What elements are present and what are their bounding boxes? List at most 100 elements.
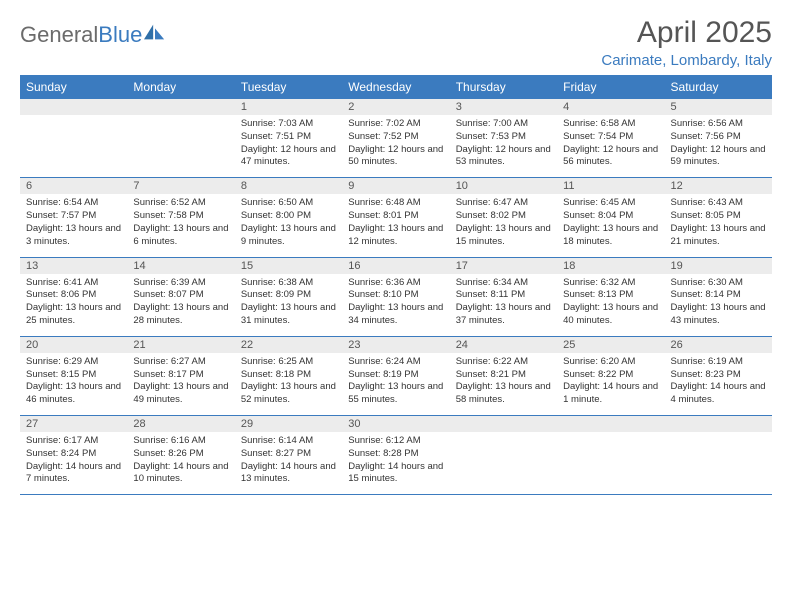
calendar-cell: 8Sunrise: 6:50 AMSunset: 8:00 PMDaylight… [235, 178, 342, 257]
calendar-cell: 19Sunrise: 6:30 AMSunset: 8:14 PMDayligh… [665, 257, 772, 336]
day-content: Sunrise: 6:48 AMSunset: 8:01 PMDaylight:… [342, 194, 449, 256]
title-block: April 2025 Carimate, Lombardy, Italy [601, 16, 772, 69]
day-number: 5 [665, 99, 772, 115]
calendar-cell: 22Sunrise: 6:25 AMSunset: 8:18 PMDayligh… [235, 336, 342, 415]
day-content: Sunrise: 6:34 AMSunset: 8:11 PMDaylight:… [450, 274, 557, 336]
day-content: Sunrise: 6:22 AMSunset: 8:21 PMDaylight:… [450, 353, 557, 415]
day-content: Sunrise: 6:17 AMSunset: 8:24 PMDaylight:… [20, 432, 127, 494]
day-content: Sunrise: 6:38 AMSunset: 8:09 PMDaylight:… [235, 274, 342, 336]
calendar-body: 1Sunrise: 7:03 AMSunset: 7:51 PMDaylight… [20, 99, 772, 495]
logo: GeneralBlue [20, 22, 166, 48]
day-number: 29 [235, 416, 342, 432]
day-content: Sunrise: 7:02 AMSunset: 7:52 PMDaylight:… [342, 115, 449, 177]
calendar-week: 1Sunrise: 7:03 AMSunset: 7:51 PMDaylight… [20, 99, 772, 178]
calendar-cell: 2Sunrise: 7:02 AMSunset: 7:52 PMDaylight… [342, 99, 449, 178]
day-content: Sunrise: 6:58 AMSunset: 7:54 PMDaylight:… [557, 115, 664, 177]
calendar-cell: 18Sunrise: 6:32 AMSunset: 8:13 PMDayligh… [557, 257, 664, 336]
calendar-cell: 23Sunrise: 6:24 AMSunset: 8:19 PMDayligh… [342, 336, 449, 415]
day-content: Sunrise: 6:39 AMSunset: 8:07 PMDaylight:… [127, 274, 234, 336]
calendar-cell: 17Sunrise: 6:34 AMSunset: 8:11 PMDayligh… [450, 257, 557, 336]
month-title: April 2025 [601, 16, 772, 50]
calendar-cell [20, 99, 127, 178]
day-number: 1 [235, 99, 342, 115]
day-content-empty [127, 115, 234, 164]
calendar-cell [557, 416, 664, 495]
day-number: 10 [450, 178, 557, 194]
day-number: 23 [342, 337, 449, 353]
day-number: 28 [127, 416, 234, 432]
logo-word2: Blue [98, 22, 142, 47]
header: GeneralBlue April 2025 Carimate, Lombard… [20, 16, 772, 69]
day-content: Sunrise: 7:00 AMSunset: 7:53 PMDaylight:… [450, 115, 557, 177]
day-content-empty [20, 115, 127, 164]
calendar-cell: 21Sunrise: 6:27 AMSunset: 8:17 PMDayligh… [127, 336, 234, 415]
logo-text: GeneralBlue [20, 22, 142, 48]
day-number: 13 [20, 258, 127, 274]
day-content-empty [557, 432, 664, 481]
day-number: 18 [557, 258, 664, 274]
day-content: Sunrise: 6:25 AMSunset: 8:18 PMDaylight:… [235, 353, 342, 415]
calendar-cell: 5Sunrise: 6:56 AMSunset: 7:56 PMDaylight… [665, 99, 772, 178]
weekday-header: Tuesday [235, 75, 342, 99]
calendar-cell: 25Sunrise: 6:20 AMSunset: 8:22 PMDayligh… [557, 336, 664, 415]
day-number: 6 [20, 178, 127, 194]
calendar-cell: 3Sunrise: 7:00 AMSunset: 7:53 PMDaylight… [450, 99, 557, 178]
day-number: 7 [127, 178, 234, 194]
day-content: Sunrise: 6:12 AMSunset: 8:28 PMDaylight:… [342, 432, 449, 494]
logo-word1: General [20, 22, 98, 47]
calendar-cell: 27Sunrise: 6:17 AMSunset: 8:24 PMDayligh… [20, 416, 127, 495]
location: Carimate, Lombardy, Italy [601, 52, 772, 69]
day-content: Sunrise: 6:32 AMSunset: 8:13 PMDaylight:… [557, 274, 664, 336]
day-content: Sunrise: 6:14 AMSunset: 8:27 PMDaylight:… [235, 432, 342, 494]
calendar-cell: 7Sunrise: 6:52 AMSunset: 7:58 PMDaylight… [127, 178, 234, 257]
calendar-cell [665, 416, 772, 495]
day-number: 11 [557, 178, 664, 194]
day-content: Sunrise: 6:30 AMSunset: 8:14 PMDaylight:… [665, 274, 772, 336]
calendar-week: 20Sunrise: 6:29 AMSunset: 8:15 PMDayligh… [20, 336, 772, 415]
day-number-empty [127, 99, 234, 115]
day-number: 22 [235, 337, 342, 353]
calendar-cell: 30Sunrise: 6:12 AMSunset: 8:28 PMDayligh… [342, 416, 449, 495]
day-number: 15 [235, 258, 342, 274]
day-content: Sunrise: 6:43 AMSunset: 8:05 PMDaylight:… [665, 194, 772, 256]
weekday-header: Thursday [450, 75, 557, 99]
day-content: Sunrise: 6:19 AMSunset: 8:23 PMDaylight:… [665, 353, 772, 415]
day-content: Sunrise: 6:29 AMSunset: 8:15 PMDaylight:… [20, 353, 127, 415]
day-number: 27 [20, 416, 127, 432]
day-number: 8 [235, 178, 342, 194]
day-content-empty [665, 432, 772, 481]
calendar-cell: 28Sunrise: 6:16 AMSunset: 8:26 PMDayligh… [127, 416, 234, 495]
calendar-cell: 1Sunrise: 7:03 AMSunset: 7:51 PMDaylight… [235, 99, 342, 178]
calendar-week: 27Sunrise: 6:17 AMSunset: 8:24 PMDayligh… [20, 416, 772, 495]
weekday-header: Friday [557, 75, 664, 99]
weekday-header: Sunday [20, 75, 127, 99]
day-content: Sunrise: 6:47 AMSunset: 8:02 PMDaylight:… [450, 194, 557, 256]
calendar-cell: 26Sunrise: 6:19 AMSunset: 8:23 PMDayligh… [665, 336, 772, 415]
day-number: 26 [665, 337, 772, 353]
day-number-empty [450, 416, 557, 432]
day-content: Sunrise: 7:03 AMSunset: 7:51 PMDaylight:… [235, 115, 342, 177]
day-number: 2 [342, 99, 449, 115]
day-content: Sunrise: 6:52 AMSunset: 7:58 PMDaylight:… [127, 194, 234, 256]
day-number: 24 [450, 337, 557, 353]
day-content: Sunrise: 6:41 AMSunset: 8:06 PMDaylight:… [20, 274, 127, 336]
calendar-cell: 14Sunrise: 6:39 AMSunset: 8:07 PMDayligh… [127, 257, 234, 336]
day-content: Sunrise: 6:27 AMSunset: 8:17 PMDaylight:… [127, 353, 234, 415]
calendar-cell: 29Sunrise: 6:14 AMSunset: 8:27 PMDayligh… [235, 416, 342, 495]
day-content: Sunrise: 6:45 AMSunset: 8:04 PMDaylight:… [557, 194, 664, 256]
day-content: Sunrise: 6:54 AMSunset: 7:57 PMDaylight:… [20, 194, 127, 256]
day-number: 9 [342, 178, 449, 194]
day-content: Sunrise: 6:24 AMSunset: 8:19 PMDaylight:… [342, 353, 449, 415]
calendar-cell: 10Sunrise: 6:47 AMSunset: 8:02 PMDayligh… [450, 178, 557, 257]
calendar-cell [127, 99, 234, 178]
weekday-header: Monday [127, 75, 234, 99]
day-number: 17 [450, 258, 557, 274]
day-number: 12 [665, 178, 772, 194]
day-content: Sunrise: 6:56 AMSunset: 7:56 PMDaylight:… [665, 115, 772, 177]
day-number: 14 [127, 258, 234, 274]
weekday-header: Saturday [665, 75, 772, 99]
day-content-empty [450, 432, 557, 481]
day-content: Sunrise: 6:50 AMSunset: 8:00 PMDaylight:… [235, 194, 342, 256]
day-number: 16 [342, 258, 449, 274]
calendar-table: SundayMondayTuesdayWednesdayThursdayFrid… [20, 75, 772, 495]
